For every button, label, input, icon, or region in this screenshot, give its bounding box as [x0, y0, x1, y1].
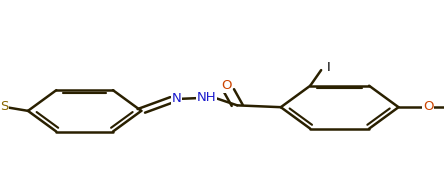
Text: N: N: [171, 92, 181, 105]
Text: S: S: [0, 100, 8, 113]
Text: O: O: [423, 100, 433, 113]
Text: NH: NH: [197, 91, 217, 104]
Text: O: O: [221, 79, 231, 92]
Text: I: I: [327, 61, 331, 74]
